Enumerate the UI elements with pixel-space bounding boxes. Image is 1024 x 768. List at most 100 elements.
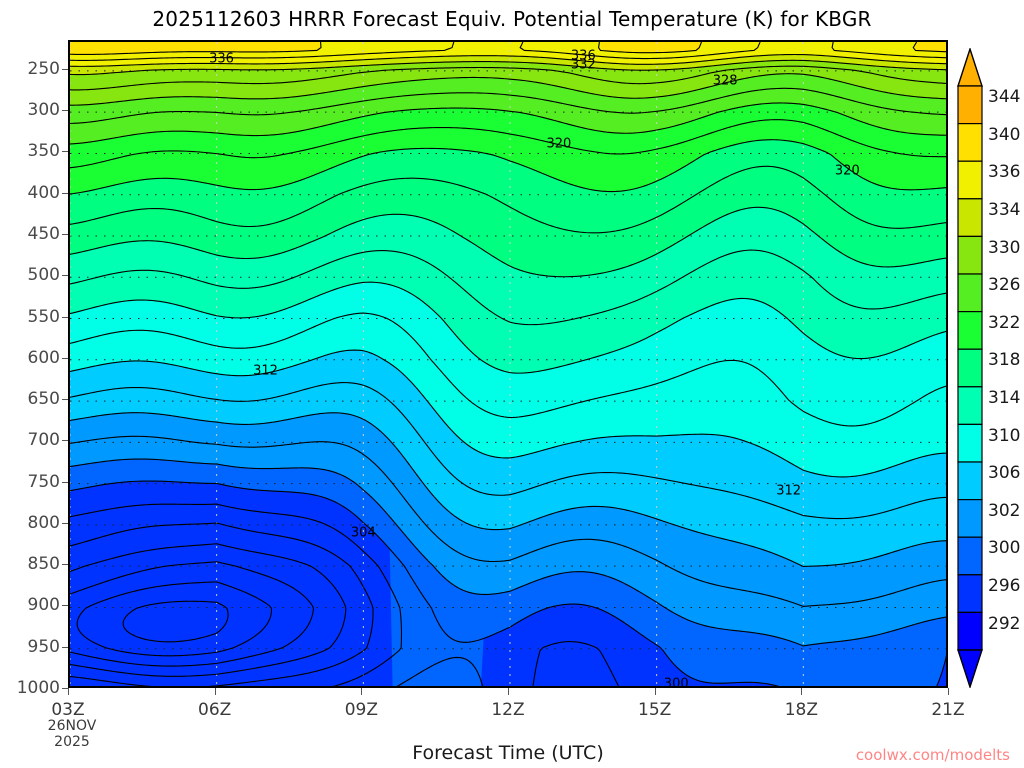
contour-line: [70, 312, 946, 427]
y-axis-tick-label: 950: [27, 636, 60, 657]
contour-label: 320: [546, 136, 572, 152]
y-axis-tick-label: 800: [27, 512, 60, 533]
contour-line: [70, 561, 315, 667]
x-axis-tick-mark: [214, 688, 216, 695]
contour-line: [70, 249, 946, 326]
y-axis-tick-mark: [62, 110, 68, 112]
y-axis-tick-label: 350: [27, 141, 60, 162]
x-axis-title: Forecast Time (UTC): [412, 742, 604, 764]
x-axis-tick-label: 21Z: [931, 700, 965, 720]
contour-lines: [70, 42, 946, 686]
contour-label: 304: [350, 525, 376, 541]
colorbar-band: [957, 85, 983, 125]
colorbar-band: [957, 273, 983, 313]
y-axis-tick-label: 600: [27, 347, 60, 368]
colorbar-tick-label: 334: [988, 200, 1021, 221]
y-axis-tick-label: 850: [27, 554, 60, 575]
timeheight-plot: 336 336 332 328 320 320 312 312 304 300: [68, 40, 948, 688]
x-axis-tick-mark: [948, 688, 949, 695]
colorbar-tick-label: 318: [988, 350, 1021, 371]
contour-label: 320: [834, 163, 860, 179]
contour-line: [70, 412, 946, 568]
colorbar-band: [957, 499, 983, 538]
colorbar-band: [957, 160, 983, 200]
contour-line: [70, 59, 946, 76]
colorbar-band: [957, 461, 983, 501]
contour-label: 336: [570, 48, 596, 64]
y-axis-tick-mark: [62, 481, 68, 483]
y-axis-tick-label: 550: [27, 306, 60, 327]
contour-line: [70, 349, 946, 478]
y-axis-tick-label: 500: [27, 265, 60, 286]
y-axis-tick-label: 650: [27, 389, 60, 410]
contour-fill-svg: [70, 42, 946, 686]
y-axis: 250 300 350 400 450 500 550 600 650 700 750 800 850 9…: [0, 0, 68, 768]
contour-line: [76, 581, 273, 657]
contour-line: [912, 42, 946, 53]
colorbar-tick-label: 322: [988, 312, 1021, 333]
y-axis-tick-label: 450: [27, 223, 60, 244]
contour-line: [70, 42, 322, 56]
contour-line: [831, 42, 946, 59]
contour-line: [70, 165, 946, 234]
y-axis-tick-mark: [62, 564, 68, 566]
colorbar-tick-label: 310: [988, 425, 1021, 446]
y-axis-tick-mark: [62, 605, 68, 607]
contour-label: 300: [663, 676, 689, 688]
contour-line: [70, 87, 946, 124]
x-axis-tick-mark: [508, 688, 509, 695]
colorbar-band: [957, 536, 983, 576]
watermark: coolwx.com/modelts: [855, 746, 1010, 764]
date-year: 2025: [54, 734, 90, 750]
colorbar-tick-label: 302: [988, 500, 1021, 521]
contour-label: 328: [712, 73, 738, 89]
contour-line: [70, 435, 946, 607]
colorbar: [957, 48, 983, 688]
y-axis-tick-label: 400: [27, 182, 60, 203]
y-axis-tick-mark: [62, 316, 68, 318]
y-axis-tick-mark: [62, 646, 68, 648]
contour-line: [532, 641, 620, 686]
x-axis-tick-label: 03Z: [51, 700, 85, 720]
contour-line: [70, 458, 946, 647]
contour-line: [70, 139, 946, 195]
colorbar-band: [957, 122, 983, 162]
colorbar-tick-label: 306: [988, 463, 1021, 484]
y-axis-tick-label: 250: [27, 58, 60, 79]
contour-label: 332: [570, 57, 596, 73]
colorbar-tick-label: 300: [988, 538, 1021, 559]
contour-fills: [70, 42, 946, 686]
date-month-day: 26NOV: [47, 718, 97, 734]
colorbar-tick-label: 340: [988, 124, 1021, 145]
y-axis-tick-label: 750: [27, 471, 60, 492]
contour-label: 336: [209, 51, 234, 67]
contour-line: [70, 65, 946, 91]
colorbar-band: [957, 348, 983, 388]
y-axis-tick-mark: [62, 68, 68, 70]
y-axis-tick-mark: [62, 522, 68, 524]
contour-line: [70, 102, 946, 145]
contour-line: [396, 656, 484, 686]
contour-label: 312: [776, 483, 802, 499]
colorbar-band: [957, 386, 983, 425]
contour-line: [70, 42, 455, 61]
y-axis-tick-mark: [62, 233, 68, 235]
y-axis-tick-mark: [62, 192, 68, 194]
contour-line: [936, 655, 946, 686]
x-axis-tick-mark: [801, 688, 803, 695]
page-title: 2025112603 HRRR Forecast Equiv. Potentia…: [152, 7, 872, 31]
colorbar-band: [957, 574, 983, 613]
colorbar-arrow-min: [957, 649, 983, 688]
x-axis-tick-mark: [361, 688, 363, 695]
x-axis-tick-label: 15Z: [638, 700, 672, 720]
colorbar-tick-label: 314: [988, 388, 1021, 409]
contour-line: [598, 42, 702, 54]
contour-line: [70, 281, 946, 374]
colorbar-band: [957, 311, 983, 350]
x-axis-tick-label: 12Z: [491, 700, 525, 720]
contour-line: [70, 543, 347, 677]
y-axis-tick-mark: [62, 399, 68, 401]
colorbar-band: [957, 198, 983, 238]
contour-line: [519, 42, 761, 60]
